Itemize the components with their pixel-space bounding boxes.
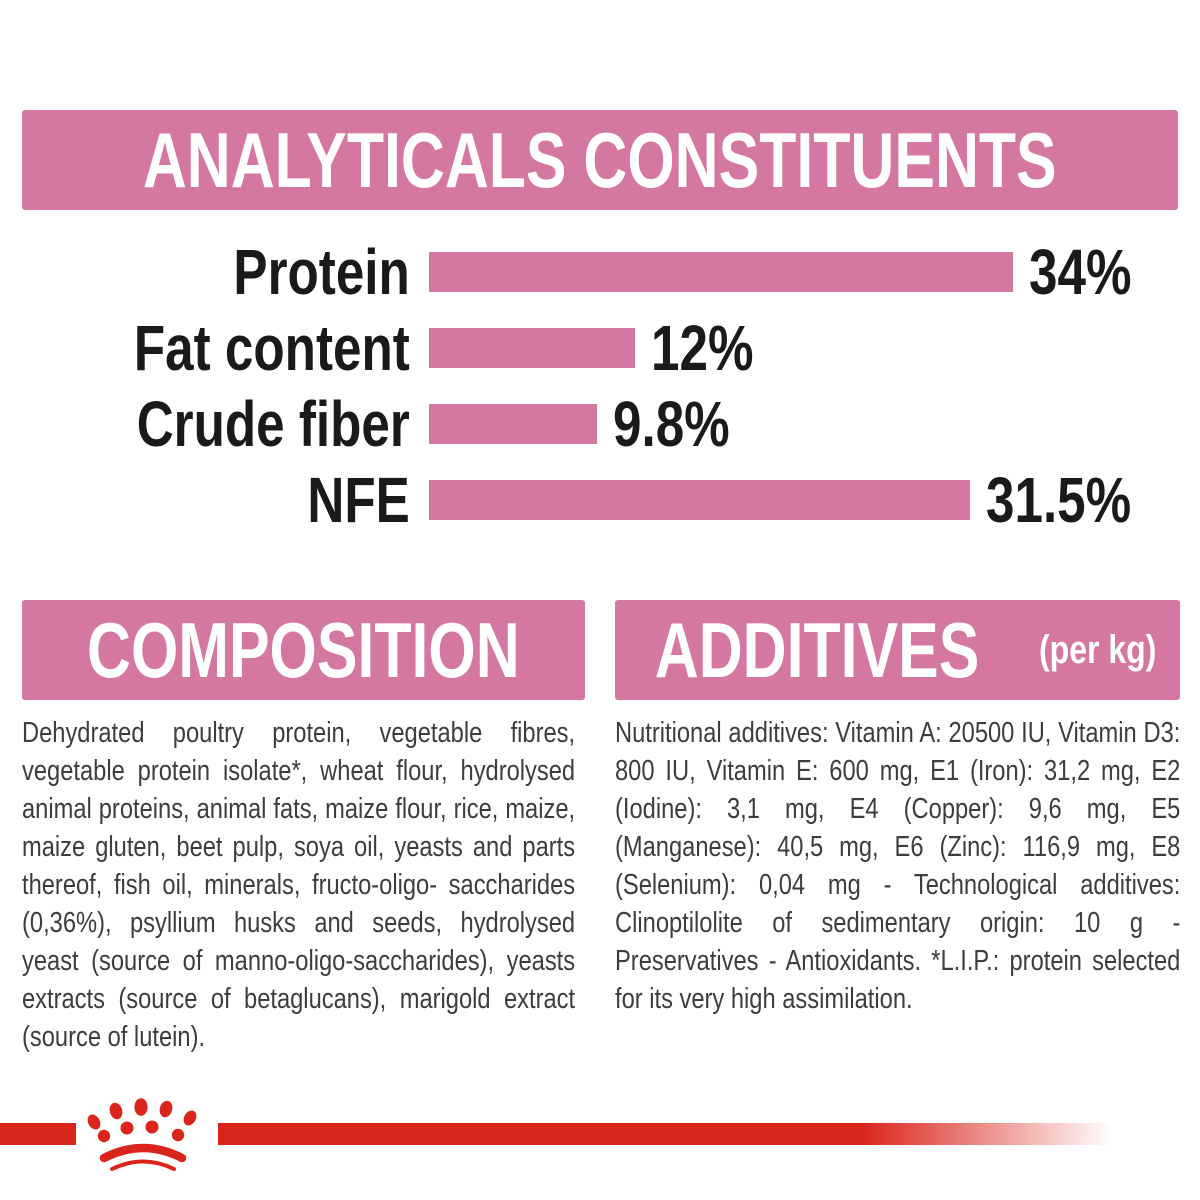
crown-arcs (99, 1143, 187, 1171)
chart-category-label: Protein (233, 236, 410, 308)
footer-rule-left-segment (0, 1123, 76, 1145)
additives-section: ADDITIVES (per kg) Nutritional additives… (615, 600, 1180, 1018)
composition-heading: COMPOSITION (87, 606, 520, 694)
additives-heading-suffix: (per kg) (1039, 628, 1157, 672)
chart-bar-area: 12% (429, 316, 779, 380)
additives-heading: ADDITIVES (654, 606, 980, 694)
chart-bar-area: 31.5% (429, 468, 1167, 532)
analytical-constituents-chart: Protein 34% Fat content 12% Crude fiber 9.8% N… (0, 240, 1200, 556)
footer-rule-fading-segment (218, 1123, 1113, 1145)
chart-bar (429, 480, 970, 520)
chart-value-label: 9.8% (613, 388, 730, 460)
chart-category-label: NFE (307, 464, 410, 536)
chart-row: Fat content 12% (0, 316, 1200, 380)
chart-row: Crude fiber 9.8% (0, 392, 1200, 456)
analyticals-header-banner: ANALYTICALS CONSTITUENTS (22, 110, 1178, 210)
additives-text: Nutritional additives: Vitamin A: 20500 … (615, 717, 1181, 1015)
chart-bar (429, 328, 635, 368)
chart-value-label: 34% (1029, 236, 1132, 308)
additives-banner: ADDITIVES (per kg) (615, 600, 1180, 700)
analyticals-title: ANALYTICALS CONSTITUENTS (143, 116, 1057, 204)
royal-canin-crown-icon (87, 1098, 197, 1171)
chart-bar (429, 252, 1013, 292)
chart-bar (429, 404, 597, 444)
composition-section: COMPOSITION Dehydrated poultry protein, … (22, 600, 585, 1056)
chart-row: NFE 31.5% (0, 468, 1200, 532)
chart-bar-area: 34% (429, 240, 1157, 304)
chart-value-label: 12% (651, 312, 754, 384)
crown-dots (87, 1098, 197, 1143)
chart-value-label: 31.5% (986, 464, 1132, 536)
composition-banner: COMPOSITION (22, 600, 585, 700)
chart-category-label: Crude fiber (136, 388, 410, 460)
composition-text: Dehydrated poultry protein, vegetable fi… (22, 717, 576, 1053)
chart-row: Protein 34% (0, 240, 1200, 304)
chart-bar-area: 9.8% (429, 392, 759, 456)
chart-category-label: Fat content (133, 312, 410, 384)
